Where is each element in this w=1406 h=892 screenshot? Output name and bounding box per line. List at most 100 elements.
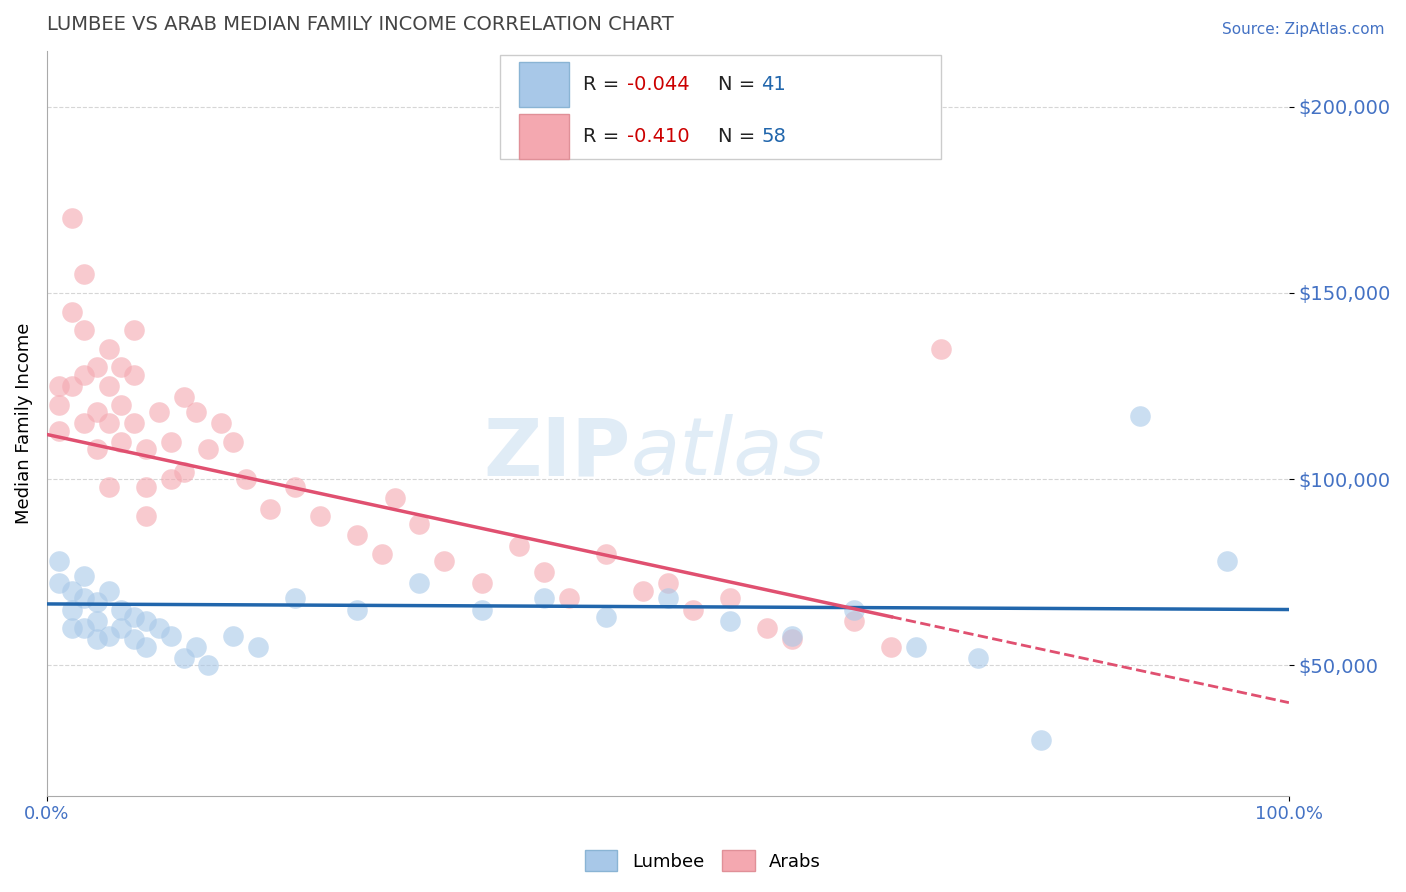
Point xyxy=(110,602,132,616)
Text: Source: ZipAtlas.com: Source: ZipAtlas.com xyxy=(1222,22,1385,37)
Point xyxy=(86,632,108,647)
Point xyxy=(905,640,928,654)
Point xyxy=(86,442,108,457)
Point xyxy=(284,591,307,606)
Point xyxy=(98,342,121,356)
Point xyxy=(48,554,70,568)
Point xyxy=(408,576,430,591)
Point xyxy=(346,602,368,616)
Point xyxy=(173,390,195,404)
Point xyxy=(533,566,555,580)
Text: ZIP: ZIP xyxy=(484,414,631,492)
Point xyxy=(780,632,803,647)
Point xyxy=(309,509,332,524)
Point xyxy=(73,621,96,635)
Point xyxy=(508,539,530,553)
Point xyxy=(60,211,83,226)
FancyBboxPatch shape xyxy=(519,114,568,159)
Point xyxy=(780,629,803,643)
Point xyxy=(371,547,394,561)
Text: 58: 58 xyxy=(761,127,786,146)
Text: R =: R = xyxy=(583,75,626,94)
Legend: Lumbee, Arabs: Lumbee, Arabs xyxy=(578,843,828,879)
Point xyxy=(682,602,704,616)
Text: N =: N = xyxy=(717,75,761,94)
FancyBboxPatch shape xyxy=(501,54,941,159)
Point xyxy=(73,323,96,337)
Point xyxy=(110,621,132,635)
Point xyxy=(135,480,157,494)
Point xyxy=(73,417,96,431)
Point xyxy=(48,379,70,393)
Point xyxy=(60,621,83,635)
Point xyxy=(1216,554,1239,568)
Point xyxy=(657,591,679,606)
Point xyxy=(631,583,654,598)
FancyBboxPatch shape xyxy=(519,62,568,107)
Point xyxy=(135,509,157,524)
Point xyxy=(595,547,617,561)
Point xyxy=(209,417,232,431)
Point xyxy=(346,528,368,542)
Point xyxy=(160,629,183,643)
Point xyxy=(135,442,157,457)
Point xyxy=(595,610,617,624)
Point xyxy=(73,368,96,382)
Point xyxy=(98,480,121,494)
Point xyxy=(60,602,83,616)
Point xyxy=(247,640,270,654)
Text: R =: R = xyxy=(583,127,626,146)
Point xyxy=(222,629,245,643)
Point xyxy=(135,614,157,628)
Point xyxy=(86,360,108,375)
Point xyxy=(122,417,145,431)
Point xyxy=(471,576,494,591)
Point xyxy=(533,591,555,606)
Point xyxy=(148,405,170,419)
Point xyxy=(222,434,245,449)
Point xyxy=(197,442,219,457)
Text: N =: N = xyxy=(717,127,761,146)
Point xyxy=(60,379,83,393)
Point xyxy=(756,621,779,635)
Text: 41: 41 xyxy=(761,75,786,94)
Point xyxy=(86,595,108,609)
Point xyxy=(122,632,145,647)
Point xyxy=(60,583,83,598)
Y-axis label: Median Family Income: Median Family Income xyxy=(15,323,32,524)
Point xyxy=(98,417,121,431)
Point xyxy=(880,640,903,654)
Point xyxy=(110,398,132,412)
Point xyxy=(384,491,406,505)
Point xyxy=(173,651,195,665)
Text: -0.044: -0.044 xyxy=(627,75,689,94)
Point xyxy=(184,640,207,654)
Point xyxy=(110,360,132,375)
Point xyxy=(1129,409,1152,423)
Point xyxy=(148,621,170,635)
Point xyxy=(718,591,741,606)
Point xyxy=(844,602,866,616)
Point xyxy=(135,640,157,654)
Point xyxy=(60,304,83,318)
Text: LUMBEE VS ARAB MEDIAN FAMILY INCOME CORRELATION CHART: LUMBEE VS ARAB MEDIAN FAMILY INCOME CORR… xyxy=(46,15,673,34)
Point xyxy=(657,576,679,591)
Point xyxy=(184,405,207,419)
Point xyxy=(86,405,108,419)
Point xyxy=(160,434,183,449)
Point xyxy=(844,614,866,628)
Point xyxy=(122,610,145,624)
Point xyxy=(98,379,121,393)
Point xyxy=(48,398,70,412)
Point xyxy=(197,658,219,673)
Point xyxy=(73,591,96,606)
Point xyxy=(98,583,121,598)
Point xyxy=(48,424,70,438)
Point xyxy=(73,268,96,282)
Point xyxy=(110,434,132,449)
Point xyxy=(408,516,430,531)
Point xyxy=(471,602,494,616)
Point xyxy=(718,614,741,628)
Point xyxy=(967,651,990,665)
Point xyxy=(86,614,108,628)
